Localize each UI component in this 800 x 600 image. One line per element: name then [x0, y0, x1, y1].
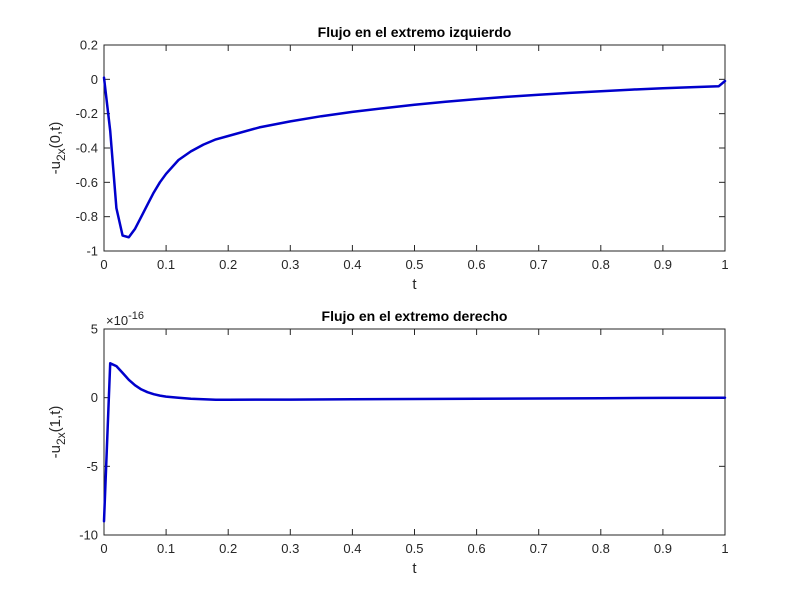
chart-top-xtick-label: 0.1 [157, 257, 175, 272]
chart-bottom: 0 0.1 0.2 0.3 0.4 0.5 0.6 0.7 0.8 0.9 1 -10 -5 0 5 Fluj… [47, 308, 729, 577]
chart-top-ylabel-prefix: -u [47, 161, 64, 174]
chart-top-ylabel-suffix: (0,t) [47, 122, 64, 149]
chart-top-ytick-label: 0.2 [80, 38, 98, 53]
chart-top-xtick-label: 0.3 [281, 257, 299, 272]
chart-top-xtick-label: 0.9 [654, 257, 672, 272]
chart-bottom-axes-box [103, 328, 726, 536]
chart-bottom-xtick-label: 0 [100, 541, 107, 556]
chart-bottom-xtick-label: 0.2 [219, 541, 237, 556]
chart-bottom-xlabel: t [412, 560, 417, 577]
chart-bottom-ylabel-prefix: -u [47, 445, 64, 458]
chart-top-xtick-label: 0.5 [405, 257, 423, 272]
chart-bottom-ytick-label: -10 [79, 528, 98, 543]
chart-bottom-exponent-power: -16 [128, 310, 144, 322]
chart-bottom-ytick-label: -5 [86, 459, 98, 474]
chart-top-xtick-label: 0.2 [219, 257, 237, 272]
chart-top-ytick-label: -1 [86, 244, 98, 259]
chart-bottom-title: Flujo en el extremo derecho [322, 308, 508, 324]
chart-top-xtick-label: 0.4 [343, 257, 361, 272]
chart-top: 0 0.1 0.2 0.3 0.4 0.5 0.6 0.7 0.8 0.9 1-1-0.8-0.6-… [47, 24, 729, 293]
chart-top-ytick-label: -0.8 [76, 209, 98, 224]
chart-top-xtick-label: 0.6 [468, 257, 486, 272]
chart-top-title: Flujo en el extremo izquierdo [318, 24, 512, 40]
chart-bottom-ylabel-suffix: (1,t) [47, 406, 64, 433]
chart-bottom-exponent: ×10-16 [106, 310, 144, 328]
chart-top-axes-box [103, 44, 726, 252]
chart-top-ytick-label: -0.4 [76, 141, 98, 156]
chart-top-xtick-label: 0 [100, 257, 107, 272]
chart-bottom-xtick-label: 0.8 [592, 541, 610, 556]
chart-top-series-line [102, 76, 727, 239]
chart-bottom-exponent-base: ×10 [106, 313, 128, 328]
chart-bottom-ylabel: -u2x(1,t) [47, 406, 68, 459]
chart-bottom-ytick-label: 0 [91, 390, 98, 405]
chart-top-ytick-label: -0.6 [76, 175, 98, 190]
chart-bottom-xtick-label: 0.1 [157, 541, 175, 556]
chart-bottom-xtick-label: 0.5 [405, 541, 423, 556]
chart-bottom-ylabel-sub: 2x [54, 432, 68, 445]
chart-bottom-series-line [102, 362, 727, 523]
chart-top-ylabel: -u2x(0,t) [47, 122, 68, 175]
chart-top-xtick-label: 0.8 [592, 257, 610, 272]
chart-bottom-xtick-label: 0.9 [654, 541, 672, 556]
chart-top-ylabel-sub: 2x [54, 148, 68, 161]
chart-bottom-xtick-label: 0.4 [343, 541, 361, 556]
chart-bottom-xtick-label: 0.6 [468, 541, 486, 556]
chart-top-ytick-label: 0 [91, 72, 98, 87]
chart-bottom-xtick-label: 1 [721, 541, 728, 556]
chart-top-xtick-label: 0.7 [530, 257, 548, 272]
chart-top-xlabel: t [412, 276, 417, 293]
chart-top-xtick-label: 1 [721, 257, 728, 272]
chart-bottom-ytick-label: 5 [91, 322, 98, 337]
chart-bottom-xtick-label: 0.7 [530, 541, 548, 556]
chart-bottom-xtick-label: 0.3 [281, 541, 299, 556]
chart-top-ytick-label: -0.2 [76, 106, 98, 121]
